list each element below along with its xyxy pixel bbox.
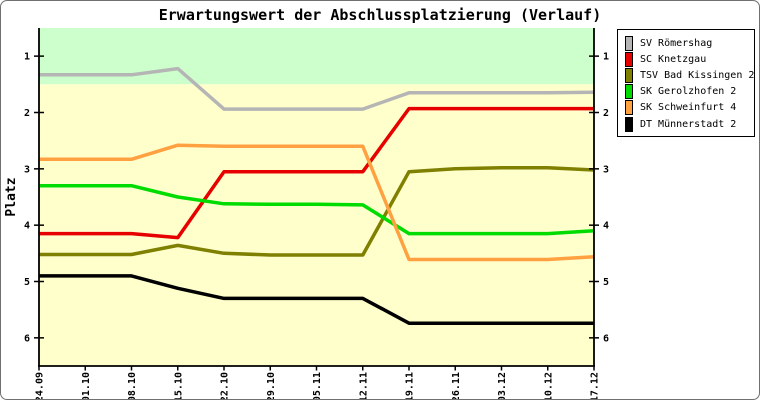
y-tick-label-right-2: 2 xyxy=(603,108,609,119)
y-tick-label-right-4: 4 xyxy=(603,221,609,232)
y-tick-label-right-3: 3 xyxy=(603,164,609,175)
legend-color-swatch xyxy=(625,67,633,83)
y-tick-label-right-5: 5 xyxy=(603,277,609,288)
x-tick-label-11: 10.12 xyxy=(543,372,554,399)
legend-color-swatch xyxy=(625,84,633,100)
y-tick-label-left-5: 5 xyxy=(24,277,30,288)
y-tick-label-left-6: 6 xyxy=(24,333,30,344)
legend-label: SK Schweinfurt 4 xyxy=(640,102,737,114)
legend-item-sk-gerolzhofen-2: SK Gerolzhofen 2 xyxy=(625,84,747,100)
legend-color-swatch xyxy=(625,100,633,116)
series-line-sk-gerolzhofen-2 xyxy=(39,183,595,236)
x-tick-label-6: 05.11 xyxy=(312,372,323,399)
x-tick-label-1: 01.10 xyxy=(81,372,92,399)
x-tick-label-7: 12.11 xyxy=(358,372,369,399)
chart-title: Erwartungswert der Abschlussplatzierung … xyxy=(158,6,602,24)
x-tick-label-3: 15.10 xyxy=(173,372,184,399)
legend-color-swatch xyxy=(625,35,633,51)
legend-item-sv-r-mershag: SV Römershag xyxy=(625,35,747,51)
series-line-sk-schweinfurt-4 xyxy=(39,143,595,262)
x-tick-label-9: 26.11 xyxy=(451,372,462,399)
legend-label: SC Knetzgau xyxy=(640,53,707,65)
y-tick-label-right-6: 6 xyxy=(603,333,609,344)
legend-item-sk-schweinfurt-4: SK Schweinfurt 4 xyxy=(625,100,747,116)
series-line-sc-knetzgau xyxy=(39,106,594,240)
x-tick-label-8: 19.11 xyxy=(405,372,416,399)
x-tick-label-12: 17.12 xyxy=(590,372,601,399)
legend-label: SK Gerolzhofen 2 xyxy=(640,86,737,98)
x-tick-label-4: 22.10 xyxy=(220,372,231,399)
y-tick-label-left-1: 1 xyxy=(24,52,30,63)
series-line-tsv-bad-kissingen-2 xyxy=(39,165,595,257)
legend: SV Römershag SC Knetzgau TSV Bad Kissingen… xyxy=(617,29,755,138)
y-tick-label-right-1: 1 xyxy=(603,52,609,63)
legend-color-swatch xyxy=(625,116,633,132)
x-tick-label-0: 24.09 xyxy=(35,372,46,399)
y-tick-label-left-3: 3 xyxy=(24,164,30,175)
x-tick-label-10: 03.12 xyxy=(497,372,508,399)
legend-label: SV Römershag xyxy=(640,37,713,49)
legend-item-dt-m-nnerstadt-2: DT Münnerstadt 2 xyxy=(625,116,747,132)
legend-label: TSV Bad Kissingen 2 xyxy=(640,69,755,81)
series-line-sv-r-mershag xyxy=(39,66,595,111)
x-tick-label-2: 08.10 xyxy=(127,372,138,399)
legend-color-swatch xyxy=(625,51,633,67)
y-tick-label-left-4: 4 xyxy=(24,221,30,232)
band-mid-table-zone xyxy=(39,84,594,366)
legend-label: DT Münnerstadt 2 xyxy=(640,118,737,130)
y-axis-label: Platz xyxy=(4,177,19,216)
legend-item-sc-knetzgau: SC Knetzgau xyxy=(625,51,747,67)
legend-item-tsv-bad-kissingen-2: TSV Bad Kissingen 2 xyxy=(625,67,754,83)
y-tick-label-left-2: 2 xyxy=(24,108,30,119)
x-tick-label-5: 29.10 xyxy=(266,372,277,399)
series-line-dt-m-nnerstadt-2 xyxy=(39,274,594,325)
